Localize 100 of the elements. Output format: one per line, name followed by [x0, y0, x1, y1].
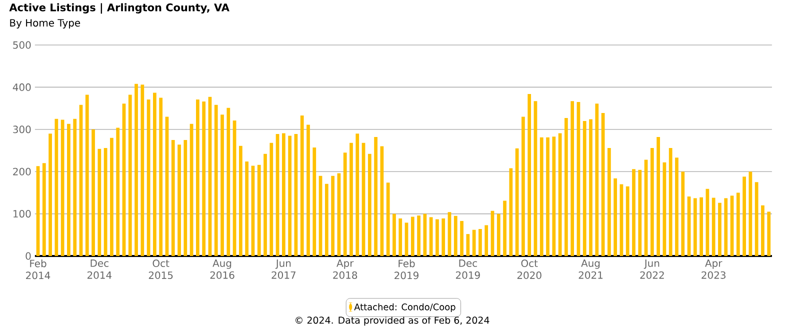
- bar: [85, 94, 89, 256]
- bar: [466, 234, 470, 256]
- bar: [761, 205, 764, 256]
- bar: [472, 230, 476, 256]
- bar: [331, 176, 334, 256]
- bar: [410, 216, 414, 256]
- bar: [650, 148, 654, 256]
- y-tick-label: 0: [26, 252, 31, 260]
- bar: [226, 108, 230, 256]
- bar: [368, 154, 372, 256]
- x-tick-label: Dec 2019: [456, 260, 480, 279]
- bar: [350, 142, 353, 256]
- legend-label: Attached: Condo/Coop: [354, 303, 456, 312]
- bar: [245, 161, 249, 256]
- bar: [214, 104, 218, 256]
- bar: [460, 220, 464, 256]
- x-tick-label: Jun 2017: [272, 260, 296, 279]
- x-tick-label: Feb 2019: [394, 260, 418, 280]
- bar: [110, 138, 114, 256]
- bar: [442, 218, 446, 256]
- y-tick-label: 500: [13, 41, 31, 49]
- bar: [436, 219, 439, 256]
- bar: [736, 192, 740, 256]
- bar: [238, 146, 242, 256]
- bar: [693, 198, 697, 256]
- bar: [582, 120, 586, 256]
- bar: [522, 116, 525, 256]
- bar: [288, 136, 292, 256]
- bar: [54, 118, 58, 256]
- x-tick-label: Oct 2020: [517, 260, 542, 280]
- y-tick-label: 100: [13, 210, 31, 218]
- bar: [356, 134, 360, 256]
- bar: [202, 102, 206, 256]
- bar: [300, 115, 304, 256]
- bar: [496, 214, 500, 256]
- bar: [754, 182, 758, 256]
- bar: [681, 172, 685, 256]
- x-tick-label: Apr 2018: [333, 260, 358, 279]
- bar: [60, 120, 64, 256]
- bar: [178, 144, 181, 256]
- bar: [423, 214, 427, 256]
- bar: [564, 118, 568, 256]
- y-tick-label: 400: [12, 83, 31, 91]
- bar: [528, 94, 532, 256]
- x-tick-label: Aug 2021: [578, 260, 603, 279]
- x-tick-label: Oct 2015: [148, 260, 173, 280]
- bar: [98, 148, 102, 256]
- bar: [270, 142, 274, 256]
- bar: [324, 184, 328, 256]
- bar: [429, 217, 433, 256]
- bar: [282, 133, 286, 256]
- bar: [767, 212, 771, 256]
- bar: [718, 202, 722, 256]
- bar: [417, 215, 420, 256]
- bar: [540, 137, 544, 256]
- bar: [374, 137, 378, 256]
- bar: [42, 163, 46, 256]
- bar: [552, 136, 556, 256]
- bar: [48, 134, 52, 256]
- bar: [306, 124, 310, 256]
- bar: [742, 176, 746, 256]
- bar: [724, 198, 728, 256]
- bar: [257, 164, 261, 256]
- bar: [700, 197, 703, 256]
- y-tick-label: 300: [13, 126, 31, 134]
- x-tick-label: Dec 2014: [87, 260, 112, 279]
- bar: [220, 114, 224, 256]
- bar: [159, 98, 163, 256]
- bar: [626, 186, 630, 256]
- chart-subtitle: By Home Type: [10, 19, 80, 29]
- chart-title: Active Listings | Arlington County, VA: [9, 3, 230, 14]
- bar: [607, 148, 611, 256]
- bar: [454, 216, 458, 256]
- bar: [184, 140, 188, 256]
- bar: [92, 129, 95, 256]
- bar: [398, 218, 402, 256]
- bar: [171, 140, 175, 256]
- text: © 2024. Data provided as of Feb 6, 2024: [296, 316, 490, 326]
- bar: [392, 214, 396, 256]
- bar: [478, 228, 482, 256]
- bar: [668, 148, 672, 256]
- x-tick-label: Aug 2016: [210, 260, 234, 279]
- bar: [264, 154, 267, 256]
- x-tick-label: Feb 2014: [26, 260, 50, 280]
- bar: [67, 124, 70, 256]
- bar: [484, 225, 488, 256]
- bar: [312, 148, 316, 256]
- bar: [140, 84, 144, 256]
- bar: [570, 101, 574, 256]
- bar: [343, 152, 347, 256]
- bar: [386, 182, 390, 256]
- bar: [128, 94, 132, 256]
- bar: [503, 200, 506, 256]
- bar: [595, 104, 599, 256]
- bar: [73, 118, 77, 256]
- x-tick-label: Apr 2023: [702, 260, 726, 279]
- bar: [116, 128, 120, 256]
- bar: [675, 158, 678, 256]
- bar: [153, 92, 156, 256]
- bar: [589, 119, 592, 256]
